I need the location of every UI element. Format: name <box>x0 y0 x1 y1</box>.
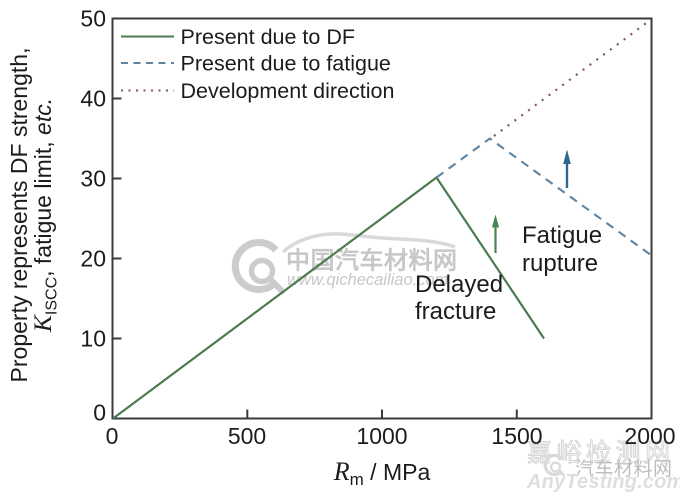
svg-text:rupture: rupture <box>522 250 598 277</box>
svg-text:汽车材料网: 汽车材料网 <box>575 458 673 480</box>
svg-text:30: 30 <box>80 166 106 192</box>
svg-text:fracture: fracture <box>415 298 496 325</box>
svg-text:www.qichecailiao.com: www.qichecailiao.com <box>287 271 448 289</box>
svg-text:Delayed: Delayed <box>415 271 503 298</box>
svg-text:0: 0 <box>106 423 119 449</box>
svg-text:10: 10 <box>80 326 106 352</box>
svg-text:Present due to DF: Present due to DF <box>181 25 355 49</box>
svg-text:0: 0 <box>93 400 106 426</box>
svg-text:40: 40 <box>80 86 106 112</box>
svg-text:20: 20 <box>80 246 106 272</box>
svg-text:1000: 1000 <box>356 423 407 449</box>
svg-text:Property represents DF strengt: Property represents DF strength, <box>6 48 32 383</box>
svg-text:2000: 2000 <box>624 423 675 449</box>
svg-text:1500: 1500 <box>491 423 542 449</box>
svg-text:Fatigue: Fatigue <box>522 222 602 249</box>
svg-text:50: 50 <box>80 6 106 32</box>
svg-text:中国汽车材料网: 中国汽车材料网 <box>286 247 458 275</box>
svg-text:Present due to fatigue: Present due to fatigue <box>181 52 391 76</box>
svg-text:Rm / MPa: Rm / MPa <box>333 457 431 489</box>
svg-text:KISCC, fatigue limit, etc.: KISCC, fatigue limit, etc. <box>28 98 61 333</box>
svg-text:AnyTesting.com: AnyTesting.com <box>526 471 680 493</box>
svg-text:嘉峪检测网: 嘉峪检测网 <box>527 439 675 467</box>
svg-text:Development direction: Development direction <box>181 79 395 103</box>
svg-text:500: 500 <box>228 423 266 449</box>
